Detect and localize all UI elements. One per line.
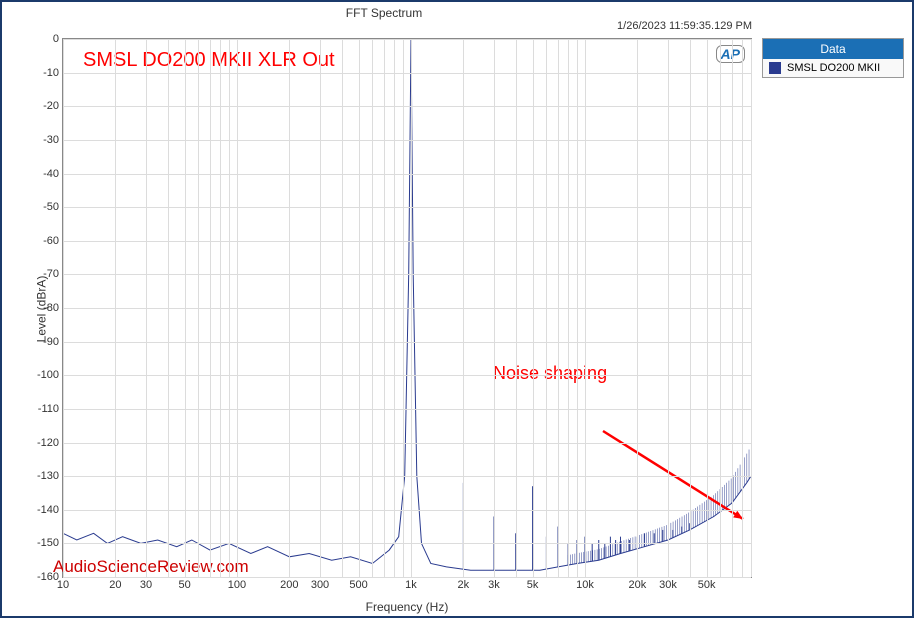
x-tick: 50 — [178, 579, 190, 591]
y-tick: -110 — [29, 403, 59, 415]
legend-header: Data — [763, 39, 903, 59]
y-tick: -90 — [29, 336, 59, 348]
y-tick: -130 — [29, 470, 59, 482]
legend-label: SMSL DO200 MKII — [787, 62, 880, 74]
y-tick: -10 — [29, 67, 59, 79]
y-tick: -60 — [29, 235, 59, 247]
x-tick: 2k — [458, 579, 470, 591]
x-tick: 30k — [659, 579, 677, 591]
y-tick: 0 — [29, 33, 59, 45]
y-tick: -70 — [29, 268, 59, 280]
overlay-title: SMSL DO200 MKII XLR Out — [83, 49, 335, 72]
noise-shaping-label: Noise shaping — [493, 363, 607, 384]
x-axis-label: Frequency (Hz) — [62, 600, 752, 614]
x-tick: 10 — [57, 579, 69, 591]
x-tick: 100 — [228, 579, 246, 591]
y-tick: -40 — [29, 168, 59, 180]
chart-title: FFT Spectrum — [2, 6, 766, 20]
y-tick: -150 — [29, 537, 59, 549]
plot-area: AP SMSL DO200 MKII XLR Out Noise shaping… — [62, 38, 752, 578]
y-tick: -80 — [29, 302, 59, 314]
y-tick: -120 — [29, 437, 59, 449]
x-tick: 1k — [405, 579, 417, 591]
y-tick: -30 — [29, 134, 59, 146]
x-tick: 30 — [140, 579, 152, 591]
y-tick: -100 — [29, 369, 59, 381]
x-tick: 20 — [109, 579, 121, 591]
x-tick: 5k — [527, 579, 539, 591]
x-tick: 3k — [488, 579, 500, 591]
legend-swatch — [769, 62, 781, 74]
y-tick: -20 — [29, 100, 59, 112]
x-tick: 500 — [349, 579, 367, 591]
timestamp: 1/26/2023 11:59:35.129 PM — [617, 20, 752, 32]
y-tick: -160 — [29, 571, 59, 583]
x-tick: 20k — [628, 579, 646, 591]
x-tick: 200 — [280, 579, 298, 591]
chart-container: FFT Spectrum 1/26/2023 11:59:35.129 PM D… — [0, 0, 914, 618]
x-tick: 10k — [576, 579, 594, 591]
x-tick: 50k — [698, 579, 716, 591]
legend-item: SMSL DO200 MKII — [763, 59, 903, 77]
y-tick: -140 — [29, 504, 59, 516]
legend: Data SMSL DO200 MKII — [762, 38, 904, 78]
x-tick: 300 — [311, 579, 329, 591]
y-tick: -50 — [29, 201, 59, 213]
